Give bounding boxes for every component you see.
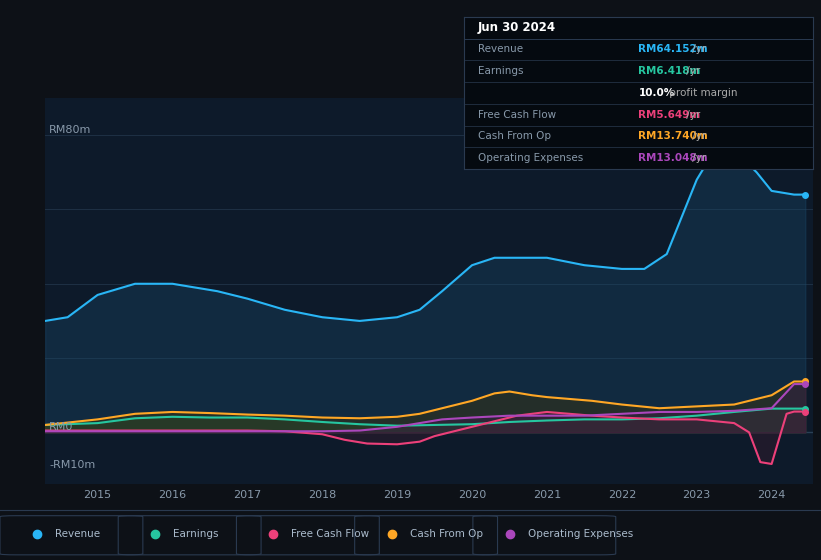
Text: Operating Expenses: Operating Expenses bbox=[528, 529, 633, 539]
Text: Revenue: Revenue bbox=[55, 529, 100, 539]
Text: RM0: RM0 bbox=[49, 422, 73, 432]
Text: Earnings: Earnings bbox=[173, 529, 218, 539]
Text: /yr: /yr bbox=[689, 44, 706, 54]
Text: RM13.048m: RM13.048m bbox=[639, 153, 708, 164]
Text: RM64.152m: RM64.152m bbox=[639, 44, 708, 54]
Text: Jun 30 2024: Jun 30 2024 bbox=[478, 21, 556, 34]
Text: /yr: /yr bbox=[683, 66, 700, 76]
Text: RM13.740m: RM13.740m bbox=[639, 132, 708, 142]
Text: Free Cash Flow: Free Cash Flow bbox=[478, 110, 556, 120]
Text: RM5.649m: RM5.649m bbox=[639, 110, 700, 120]
Text: /yr: /yr bbox=[683, 110, 700, 120]
Text: profit margin: profit margin bbox=[667, 88, 738, 98]
Text: /yr: /yr bbox=[689, 132, 706, 142]
Text: Cash From Op: Cash From Op bbox=[410, 529, 483, 539]
Text: Revenue: Revenue bbox=[478, 44, 523, 54]
Text: Cash From Op: Cash From Op bbox=[478, 132, 551, 142]
Text: Free Cash Flow: Free Cash Flow bbox=[291, 529, 369, 539]
Text: 10.0%: 10.0% bbox=[639, 88, 675, 98]
Text: RM6.418m: RM6.418m bbox=[639, 66, 700, 76]
Text: Earnings: Earnings bbox=[478, 66, 523, 76]
Text: -RM10m: -RM10m bbox=[49, 460, 95, 469]
Text: /yr: /yr bbox=[689, 153, 706, 164]
Text: Operating Expenses: Operating Expenses bbox=[478, 153, 583, 164]
Text: RM80m: RM80m bbox=[49, 125, 91, 135]
